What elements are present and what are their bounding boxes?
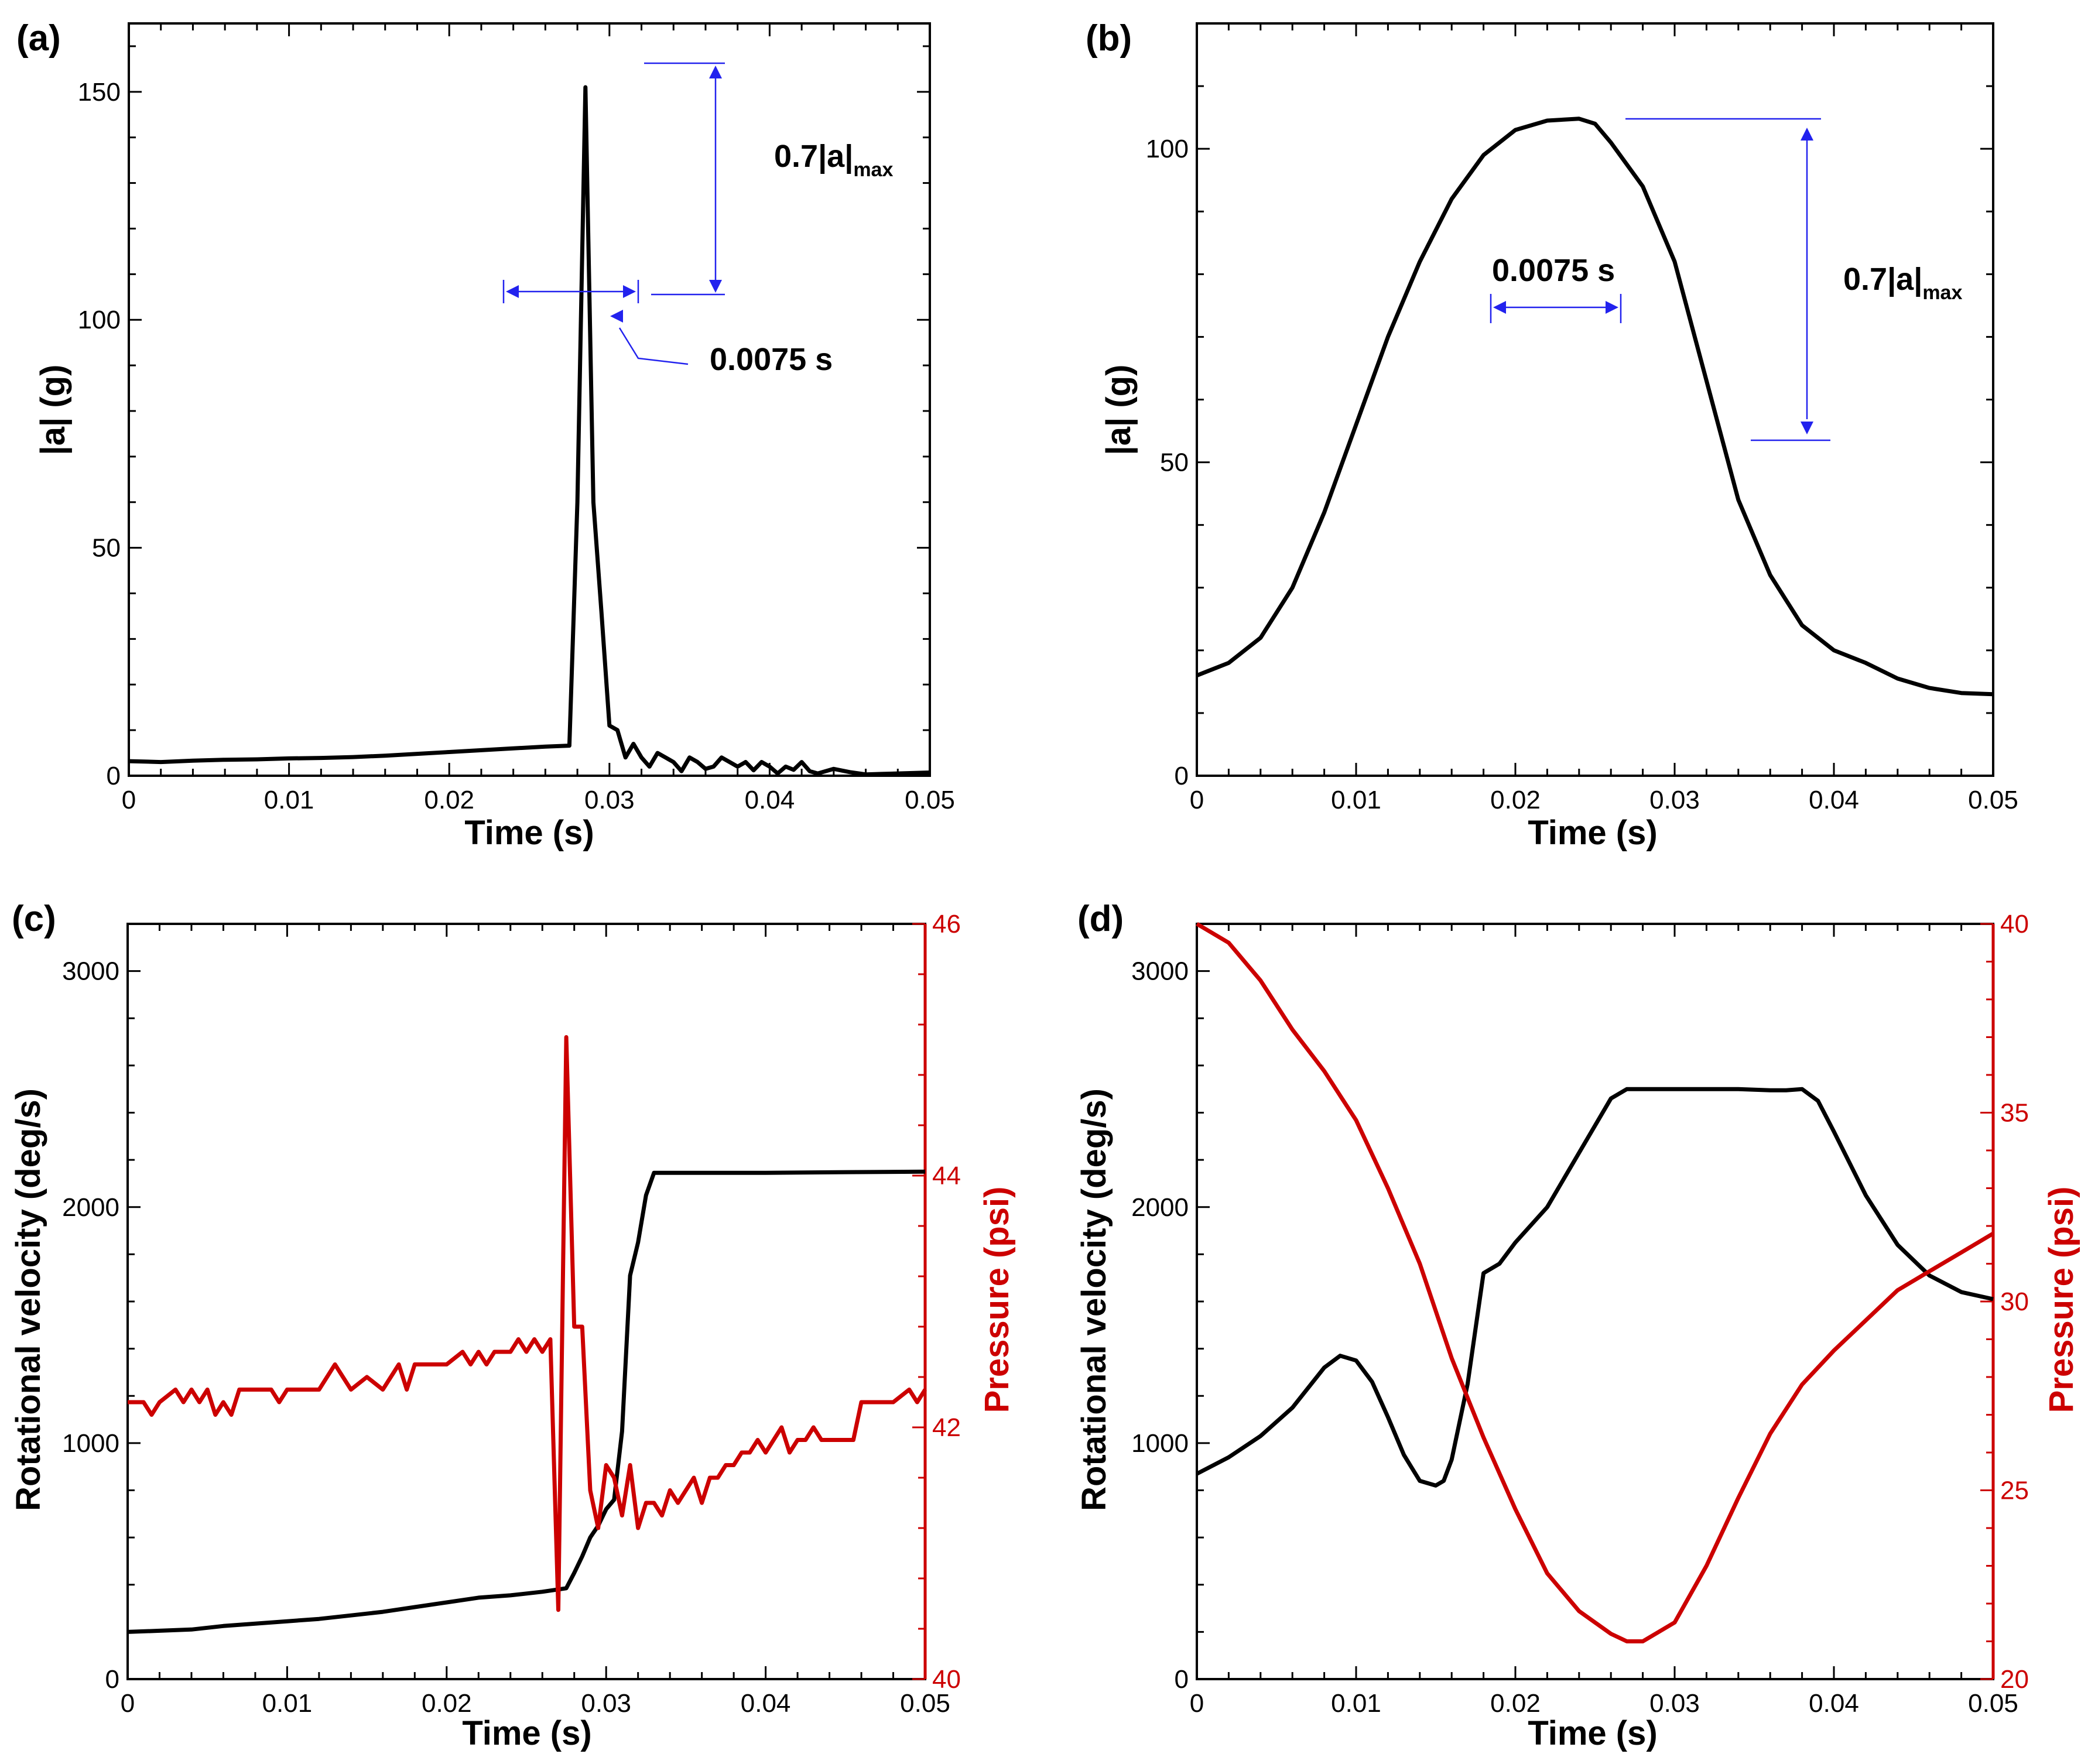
- annotation-amplitude-b-text: 0.7|a|: [1843, 262, 1922, 297]
- y-tick-label-c: 0: [105, 1665, 119, 1694]
- annotation-amplitude-a-sub: max: [853, 159, 893, 181]
- annotation-amplitude-b-sub: max: [1922, 282, 1962, 304]
- annotation-graphics-b: [1490, 118, 1830, 441]
- x-tick-label-b: 0.04: [1809, 786, 1859, 814]
- x-tick-label-d: 0.05: [1968, 1689, 2018, 1718]
- amplitude-arrow-head-down-a: [709, 280, 722, 293]
- y-tick-label-b: 0: [1175, 762, 1189, 790]
- y-tick-label-d: 2000: [1131, 1193, 1189, 1222]
- y-tick-label-a: 150: [78, 78, 121, 107]
- y2-tick-label-d: 30: [2000, 1287, 2029, 1316]
- y2-tick-label-c: 40: [932, 1665, 961, 1694]
- chart-b: 0 0.01 0.02 0.03 0.04 0.05 0 50 100: [1146, 22, 2018, 814]
- series-line-d-pressure: [1196, 922, 1994, 1643]
- x-tick-label-b: 0.01: [1331, 786, 1381, 814]
- duration-arrow-head-right-b: [1606, 301, 1618, 314]
- y-axis-title-a: |a| (g): [34, 365, 72, 455]
- y-tick-label-c: 1000: [62, 1429, 119, 1458]
- y-tick-label-c: 2000: [62, 1193, 119, 1222]
- x-tick-label-a: 0.02: [424, 786, 474, 814]
- x-tick-label-d: 0: [1190, 1689, 1204, 1718]
- y-tick-label-b: 100: [1146, 135, 1189, 163]
- panel-label-a: (a): [16, 18, 61, 59]
- duration-pointer-line-a: [618, 327, 689, 365]
- amplitude-arrow-head-up-a: [709, 66, 722, 78]
- series-line-a-acceleration: [128, 85, 930, 777]
- x-tick-label-b: 0.02: [1490, 786, 1541, 814]
- y2-tick-label-d: 25: [2000, 1477, 2029, 1505]
- amplitude-arrow-head-up-b: [1801, 128, 1813, 141]
- x-tick-label-b: 0.05: [1968, 786, 2018, 814]
- y2-axis-title-d: Pressure (psi): [2042, 1187, 2080, 1413]
- x-tick-label-a: 0.03: [584, 786, 635, 814]
- y-tick-label-a: 0: [107, 762, 121, 790]
- x-axis-title-c: Time (s): [462, 1714, 591, 1752]
- y-tick-label-d: 0: [1175, 1665, 1189, 1694]
- y2-tick-label-c: 42: [932, 1413, 961, 1442]
- chart-c: 0 0.01 0.02 0.03 0.04 0.05 0 1000 2000 3000 40 42 44…: [62, 910, 961, 1718]
- x-tick-label-b: 0: [1190, 786, 1204, 814]
- y-axis-title-b: |a| (g): [1100, 365, 1138, 455]
- y-tick-label-a: 100: [78, 306, 121, 334]
- y-axis-title-c: Rotational velocity (deg/s): [9, 1088, 47, 1511]
- series-line-d-rotational-velocity: [1196, 1087, 1994, 1488]
- series-line-b-acceleration: [1196, 117, 1994, 697]
- x-tick-label-a: 0.01: [264, 786, 314, 814]
- x-tick-label-c: 0.03: [581, 1689, 631, 1718]
- y-tick-label-d: 1000: [1131, 1429, 1189, 1458]
- annotation-amplitude-a-text: 0.7|a|: [774, 139, 853, 174]
- x-tick-label-d: 0.04: [1809, 1689, 1859, 1718]
- duration-arrow-head-right-a: [623, 285, 636, 298]
- x-tick-label-c: 0: [121, 1689, 135, 1718]
- panel-label-b: (b): [1086, 18, 1132, 59]
- series-line-c-pressure: [128, 1035, 927, 1612]
- chart-a: 0 0.01 0.02 0.03 0.04 0.05 0 50 100 150: [78, 22, 955, 814]
- series-line-c-rotational-velocity: [127, 1169, 926, 1634]
- x-axis-title-a: Time (s): [464, 814, 594, 852]
- x-tick-label-a: 0.05: [905, 786, 955, 814]
- x-tick-label-c: 0.05: [900, 1689, 950, 1718]
- x-tick-label-d: 0.01: [1331, 1689, 1381, 1718]
- plot-frame-a: [128, 22, 931, 777]
- y2-axis-title-c: Pressure (psi): [978, 1187, 1016, 1413]
- duration-arrow-head-left-b: [1493, 301, 1506, 314]
- x-tick-label-a: 0.04: [745, 786, 795, 814]
- y-axis-title-d: Rotational velocity (deg/s): [1075, 1088, 1113, 1511]
- duration-pointer-head-a: [610, 310, 623, 323]
- y-tick-label-b: 50: [1160, 448, 1189, 477]
- x-tick-label-c: 0.02: [422, 1689, 472, 1718]
- x-axis-title-b: Time (s): [1528, 814, 1657, 852]
- panel-label-d: (d): [1077, 899, 1124, 939]
- x-tick-label-a: 0: [122, 786, 136, 814]
- chart-d: 0 0.01 0.02 0.03 0.04 0.05 0 1000 2000 3000 20 25 30…: [1131, 910, 2029, 1718]
- x-tick-label-b: 0.03: [1649, 786, 1700, 814]
- y2-tick-label-d: 35: [2000, 1099, 2029, 1128]
- y-tick-label-c: 3000: [62, 957, 119, 986]
- y-tick-label-d: 3000: [1131, 957, 1189, 986]
- x-tick-label-c: 0.04: [741, 1689, 791, 1718]
- x-tick-label-d: 0.02: [1490, 1689, 1541, 1718]
- duration-arrow-head-left-a: [506, 285, 519, 298]
- y2-tick-label-c: 46: [932, 910, 961, 938]
- y2-tick-label-c: 44: [932, 1162, 961, 1190]
- annotation-graphics-a: [502, 62, 725, 365]
- y2-tick-label-d: 20: [2000, 1665, 2029, 1694]
- x-tick-label-c: 0.01: [262, 1689, 313, 1718]
- panel-label-c: (c): [12, 899, 56, 939]
- x-tick-label-d: 0.03: [1649, 1689, 1700, 1718]
- annotation-duration-b: 0.0075 s: [1492, 253, 1615, 288]
- svg-text:0.7|a|max: 0.7|a|max: [1843, 262, 1962, 304]
- y-tick-label-a: 50: [92, 534, 121, 563]
- y2-tick-label-d: 40: [2000, 910, 2029, 938]
- x-axis-title-d: Time (s): [1528, 1714, 1657, 1752]
- amplitude-arrow-head-down-b: [1801, 422, 1813, 434]
- annotation-duration-a: 0.0075 s: [710, 342, 833, 377]
- annotation-amplitude-b: 0.7|a|max: [1843, 262, 1962, 304]
- annotation-amplitude-a: 0.7|a|max: [774, 139, 893, 181]
- svg-text:0.7|a|max: 0.7|a|max: [774, 139, 893, 181]
